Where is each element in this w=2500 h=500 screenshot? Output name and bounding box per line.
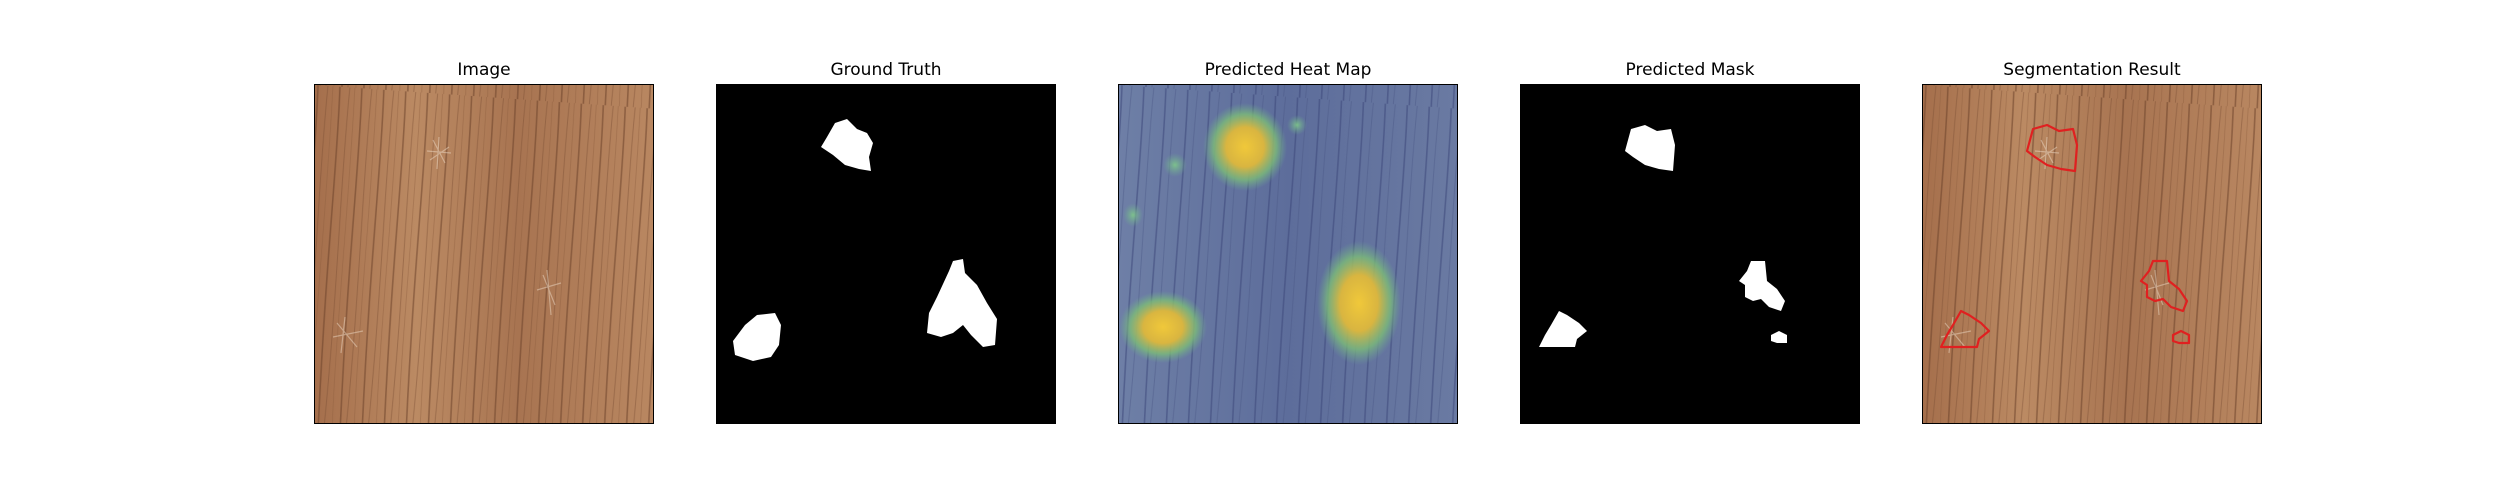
panel-segmentation-result: Segmentation Result — [1922, 60, 2262, 425]
heat-blob-right — [1317, 241, 1401, 365]
predicted-mask-frame — [1520, 84, 1860, 424]
panel-image: Image — [314, 60, 654, 425]
panel-title-predicted-mask: Predicted Mask — [1625, 60, 1755, 80]
segmentation-frame — [1922, 84, 2262, 424]
predicted-mask — [1521, 85, 1859, 423]
heat-map — [1119, 85, 1457, 423]
contour-right — [2139, 259, 2189, 313]
wood-image — [315, 85, 653, 423]
panel-title-ground-truth: Ground Truth — [830, 60, 942, 80]
gt-region-top — [821, 119, 873, 171]
pred-region-top — [1625, 125, 1675, 171]
image-frame — [314, 84, 654, 424]
panel-title-image: Image — [457, 60, 511, 80]
panel-heat-map: Predicted Heat Map — [1118, 60, 1458, 425]
defect-contours — [1939, 123, 2191, 349]
panel-ground-truth: Ground Truth — [716, 60, 1056, 425]
contour-small — [2171, 329, 2191, 345]
gt-region-left — [733, 313, 781, 361]
ground-truth-mask — [717, 85, 1055, 423]
heat-map-frame — [1118, 84, 1458, 424]
panel-title-segmentation-result: Segmentation Result — [2003, 60, 2181, 80]
pred-region-right — [1739, 261, 1785, 311]
gt-region-right — [927, 259, 997, 347]
panel-title-heat-map: Predicted Heat Map — [1204, 60, 1372, 80]
pred-region-small — [1771, 331, 1787, 343]
contour-left — [1939, 309, 1991, 349]
scratch-defects — [332, 136, 562, 354]
pred-region-left — [1539, 311, 1587, 347]
segmentation-image — [1923, 85, 2261, 423]
heat-blob-top — [1203, 103, 1287, 191]
heat-blob-left — [1119, 291, 1207, 363]
contour-top — [2025, 123, 2079, 173]
ground-truth-frame — [716, 84, 1056, 424]
panel-predicted-mask: Predicted Mask — [1520, 60, 1860, 425]
